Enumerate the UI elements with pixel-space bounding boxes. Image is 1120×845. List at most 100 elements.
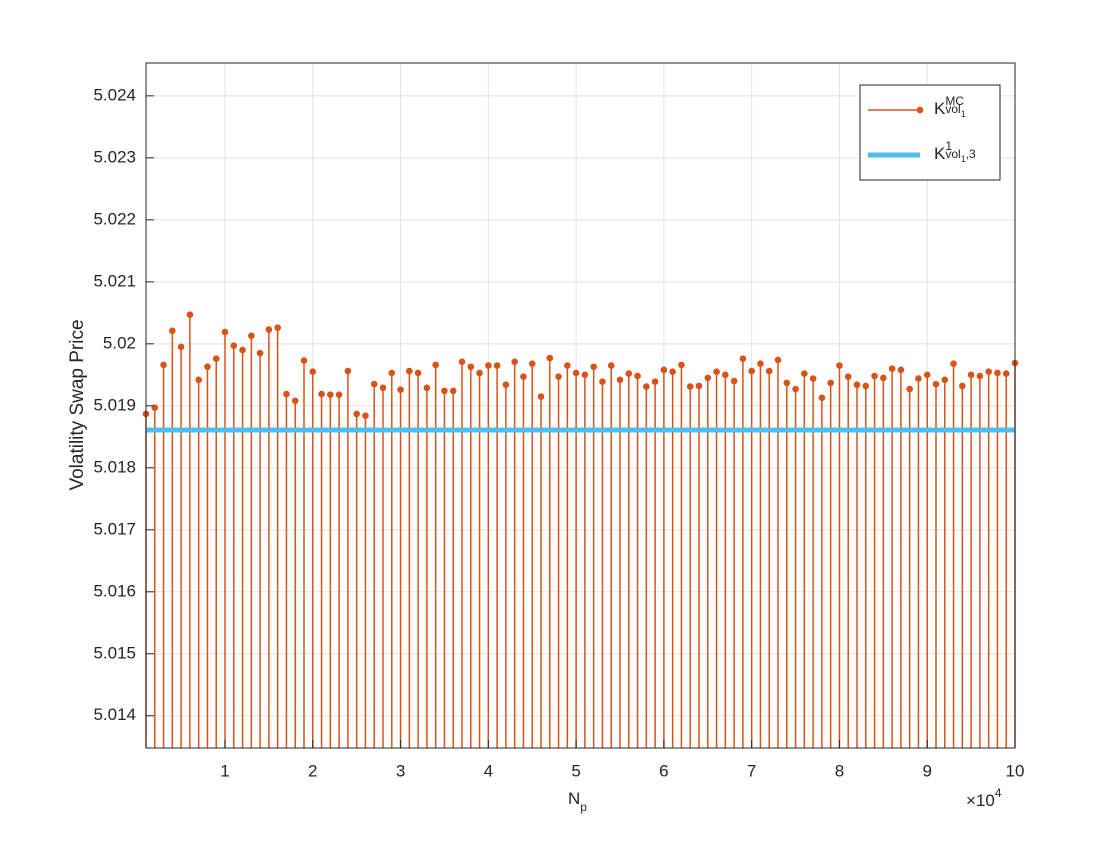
stem-marker xyxy=(660,366,668,374)
stem-marker xyxy=(950,360,957,367)
legend-label-subsub: 1 xyxy=(961,109,966,119)
stem-marker xyxy=(212,355,220,362)
stem-marker xyxy=(432,361,439,369)
x-tick-label: 9 xyxy=(922,761,931,780)
stem-marker xyxy=(669,368,676,376)
legend-label: K1 vol1,3 xyxy=(934,139,976,164)
stem-marker xyxy=(836,362,843,369)
y-tick-label: 5.014 xyxy=(93,705,136,724)
stem-marker xyxy=(476,369,483,377)
stem-marker xyxy=(204,363,211,371)
stem-marker xyxy=(397,386,404,393)
y-tick-label: 5.024 xyxy=(93,85,136,104)
x-tick-label: 3 xyxy=(396,761,405,780)
stem-marker xyxy=(256,349,264,357)
x-tick-label: 5 xyxy=(571,761,580,780)
stem-marker xyxy=(493,362,501,369)
stem-marker xyxy=(616,376,624,384)
y-tick-label: 5.019 xyxy=(93,395,136,414)
stem-marker xyxy=(441,387,448,395)
x-axis-label-main: N xyxy=(568,789,580,808)
stem-marker xyxy=(651,378,659,385)
stem-marker xyxy=(458,358,466,366)
stem-marker xyxy=(704,374,712,382)
stem-marker xyxy=(555,373,562,380)
stem-marker xyxy=(967,371,975,379)
stem-marker xyxy=(985,368,992,376)
stem-marker xyxy=(248,332,255,340)
stem-marker xyxy=(765,367,773,375)
legend-label-sup: 1 xyxy=(945,139,952,153)
y-tick-label: 5.021 xyxy=(93,271,136,290)
x-tick-label: 2 xyxy=(308,761,317,780)
stem-marker xyxy=(239,346,246,354)
stem-marker xyxy=(362,412,369,420)
stem-marker xyxy=(625,370,633,377)
stem-marker xyxy=(871,372,878,380)
x-tick-label: 4 xyxy=(484,761,493,780)
stem-marker xyxy=(906,385,913,393)
stem-marker xyxy=(607,362,615,369)
stem-marker xyxy=(722,371,729,379)
stem-marker xyxy=(423,384,431,392)
stem-marker xyxy=(186,311,194,318)
stem-marker xyxy=(221,328,229,336)
stem-marker xyxy=(599,378,606,385)
stem-marker xyxy=(959,382,966,390)
stem-marker xyxy=(388,369,396,377)
stem-marker xyxy=(467,363,475,371)
y-tick-label: 5.015 xyxy=(93,643,136,662)
x-axis-label: Np xyxy=(568,789,587,814)
stem-marker xyxy=(757,360,764,367)
stem-marker xyxy=(537,393,545,400)
stem-marker xyxy=(160,361,167,369)
stem-marker xyxy=(485,362,492,369)
stem-marker xyxy=(853,381,861,389)
stem-marker xyxy=(581,371,589,379)
stem-marker xyxy=(809,375,817,382)
stem-marker xyxy=(274,324,281,332)
stem-marker xyxy=(695,382,703,390)
stem-marker xyxy=(818,394,826,402)
stem-marker xyxy=(370,380,378,388)
legend-label-main: K xyxy=(934,144,946,163)
stem-marker xyxy=(335,391,343,398)
stem-marker xyxy=(827,379,834,387)
stem-marker xyxy=(994,369,1001,377)
stem-marker xyxy=(406,367,413,375)
stem-marker xyxy=(177,343,185,351)
stem-marker xyxy=(748,367,755,375)
x-exponent: ×104 xyxy=(966,786,1002,810)
stem-marker xyxy=(265,326,273,333)
stem-marker xyxy=(862,382,870,390)
stem-marker xyxy=(941,376,949,384)
x-tick-label: 8 xyxy=(835,761,844,780)
legend-label-main: K xyxy=(934,99,946,118)
legend-box xyxy=(859,84,1001,181)
stem-marker xyxy=(774,356,782,364)
y-axis-label: Volatility Swap Price xyxy=(67,319,88,490)
stem-marker xyxy=(643,383,650,390)
stem-marker xyxy=(564,362,571,369)
stem-marker xyxy=(353,410,360,418)
stem-marker xyxy=(801,370,808,377)
x-tick-label: 10 xyxy=(1006,761,1025,780)
x-exponent-sup: 4 xyxy=(995,786,1002,800)
y-tick-label: 5.023 xyxy=(93,147,136,166)
stem-marker xyxy=(283,390,290,398)
legend-label-sub: vol xyxy=(945,102,960,116)
x-exponent-main: ×10 xyxy=(966,791,995,810)
stem-marker xyxy=(414,369,422,377)
stem-marker xyxy=(923,371,931,379)
stem-marker xyxy=(844,373,852,380)
stem-marker xyxy=(300,357,308,364)
stem-marker xyxy=(195,376,202,384)
y-tick-label: 5.02 xyxy=(103,333,136,352)
marks xyxy=(142,311,1019,748)
stem-marker xyxy=(678,361,685,369)
y-tick-label: 5.022 xyxy=(93,209,136,228)
stem-marker xyxy=(230,342,238,349)
stem-marker xyxy=(713,368,720,376)
stem-marker xyxy=(686,383,694,390)
